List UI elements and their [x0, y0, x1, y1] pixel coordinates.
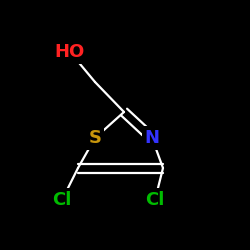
Text: S: S — [88, 129, 102, 147]
Text: Cl: Cl — [145, 191, 165, 209]
Text: N: N — [144, 129, 160, 147]
Text: Cl: Cl — [52, 191, 72, 209]
Text: HO: HO — [55, 43, 85, 61]
